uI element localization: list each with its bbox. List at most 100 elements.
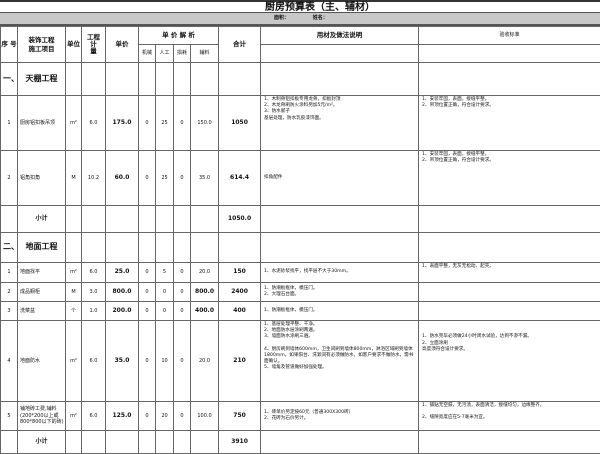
row-labor: 0 (156, 283, 174, 302)
row-item: 地面找平 (18, 263, 66, 283)
row-machine: 0 (139, 283, 156, 302)
header-analysis: 单 价 解 析 (139, 27, 219, 45)
row-qty: 6.0 (82, 263, 106, 283)
row-no: 5 (1, 402, 18, 431)
row-qty: 6.0 (82, 321, 106, 402)
blank (191, 63, 219, 96)
row-machine: 0 (139, 302, 156, 321)
row-price: 200.0 (106, 302, 139, 321)
blank (106, 431, 139, 454)
row-total: 750 (219, 402, 261, 431)
blank (419, 431, 600, 454)
row-price: 25.0 (106, 263, 139, 283)
blank (139, 431, 156, 454)
row-aux: 20.0 (191, 321, 219, 402)
subtotal-value: 1050.0 (219, 206, 261, 233)
row-total: 614.4 (219, 151, 261, 206)
row-machine: 0 (139, 263, 156, 283)
row-labor: 20 (156, 402, 174, 431)
blank (66, 206, 82, 233)
row-item: 地面防水 (18, 321, 66, 402)
header-machine: 机械 (139, 45, 156, 63)
row-desc: 1、木制骨铝扣板专用龙骨，扣板封顶 2、木龙骨刷防火涂料另加5元/m²。 3、防… (261, 96, 419, 151)
blank (261, 206, 419, 233)
blank (82, 431, 106, 454)
row-spec: 1、安装牢固，表面，接缝平整。 2、吊顶位置正确，符合设计要求。 (419, 96, 600, 151)
blank (419, 45, 600, 63)
header-qty: 工程 计 量 (82, 27, 106, 63)
blank (82, 63, 106, 96)
row-loss: 0 (174, 96, 191, 151)
blank (219, 63, 261, 96)
blank (174, 206, 191, 233)
row-price: 60.0 (106, 151, 139, 206)
header-no: 序 号 (1, 27, 18, 63)
row-price: 125.0 (106, 402, 139, 431)
blank (219, 233, 261, 263)
section-name: 地面工程 (18, 233, 66, 263)
blank (66, 431, 82, 454)
blank (261, 233, 419, 263)
row-aux: 100.0 (191, 402, 219, 431)
budget-table: 序 号 装饰工程 施工项目 单位 工程 计 量 单价 单 价 解 析 合计 用材… (0, 26, 600, 454)
row-unit: m² (66, 321, 82, 402)
row-machine: 0 (139, 151, 156, 206)
section-row: 一、天棚工程 (1, 63, 600, 96)
header-spec: 验收标准 (419, 27, 600, 45)
row-total: 400 (219, 302, 261, 321)
header-item: 装饰工程 施工项目 (18, 27, 66, 63)
area-label: 面积： (274, 15, 289, 21)
row-unit: M (66, 151, 82, 206)
row-unit: m² (66, 263, 82, 283)
subtotal-label: 小计 (18, 206, 66, 233)
row-item: 厨房铝扣板吊顶 (18, 96, 66, 151)
blank (419, 63, 600, 96)
row-qty: 1.0 (82, 302, 106, 321)
row-desc: 1、基层处理平整、干净。 2、地面防水层涂刷两遍。 3、墙面防水涂刷三遍。 4、… (261, 321, 419, 402)
row-labor: 25 (156, 151, 174, 206)
row-total: 150 (219, 263, 261, 283)
blank (66, 63, 82, 96)
blank (156, 431, 174, 454)
row-spec (419, 302, 600, 321)
row-aux: 20.0 (191, 263, 219, 283)
row-unit: m² (66, 96, 82, 151)
blank (82, 206, 106, 233)
header-labor: 人工 (156, 45, 174, 63)
row-labor: 5 (156, 263, 174, 283)
blank (106, 206, 139, 233)
row-machine: 0 (139, 321, 156, 402)
blank (139, 63, 156, 96)
blank (82, 233, 106, 263)
blank (174, 63, 191, 96)
row-labor: 10 (156, 321, 174, 402)
row-desc: 1、水泥砂浆找平，找平层不大于30mm。 (261, 263, 419, 283)
name-label: 姓名： (313, 15, 328, 21)
row-unit: M (66, 283, 82, 302)
blank (106, 63, 139, 96)
blank (419, 206, 600, 233)
blank (191, 206, 219, 233)
blank (66, 233, 82, 263)
blank (419, 233, 600, 263)
header-price: 单价 (106, 27, 139, 63)
row-spec (419, 283, 600, 302)
row-no: 1 (1, 96, 18, 151)
row-no: 2 (1, 151, 18, 206)
row-unit: 个 (66, 302, 82, 321)
row-spec: 1、防水完毕必须做24小时闭水试验，达到不渗不漏。 2、立面涂刷 高度须符合设计… (419, 321, 600, 402)
meta-bar: 面积： 姓名： (0, 13, 600, 26)
row-price: 800.0 (106, 283, 139, 302)
blank (139, 206, 156, 233)
blank (191, 233, 219, 263)
subtotal-row: 小计 1050.0 (1, 206, 600, 233)
row-spec: 1、安装牢固，表面，接缝平整。 2、吊顶位置正确，符合设计要求。 (419, 151, 600, 206)
subtotal-value: 3910 (219, 431, 261, 454)
